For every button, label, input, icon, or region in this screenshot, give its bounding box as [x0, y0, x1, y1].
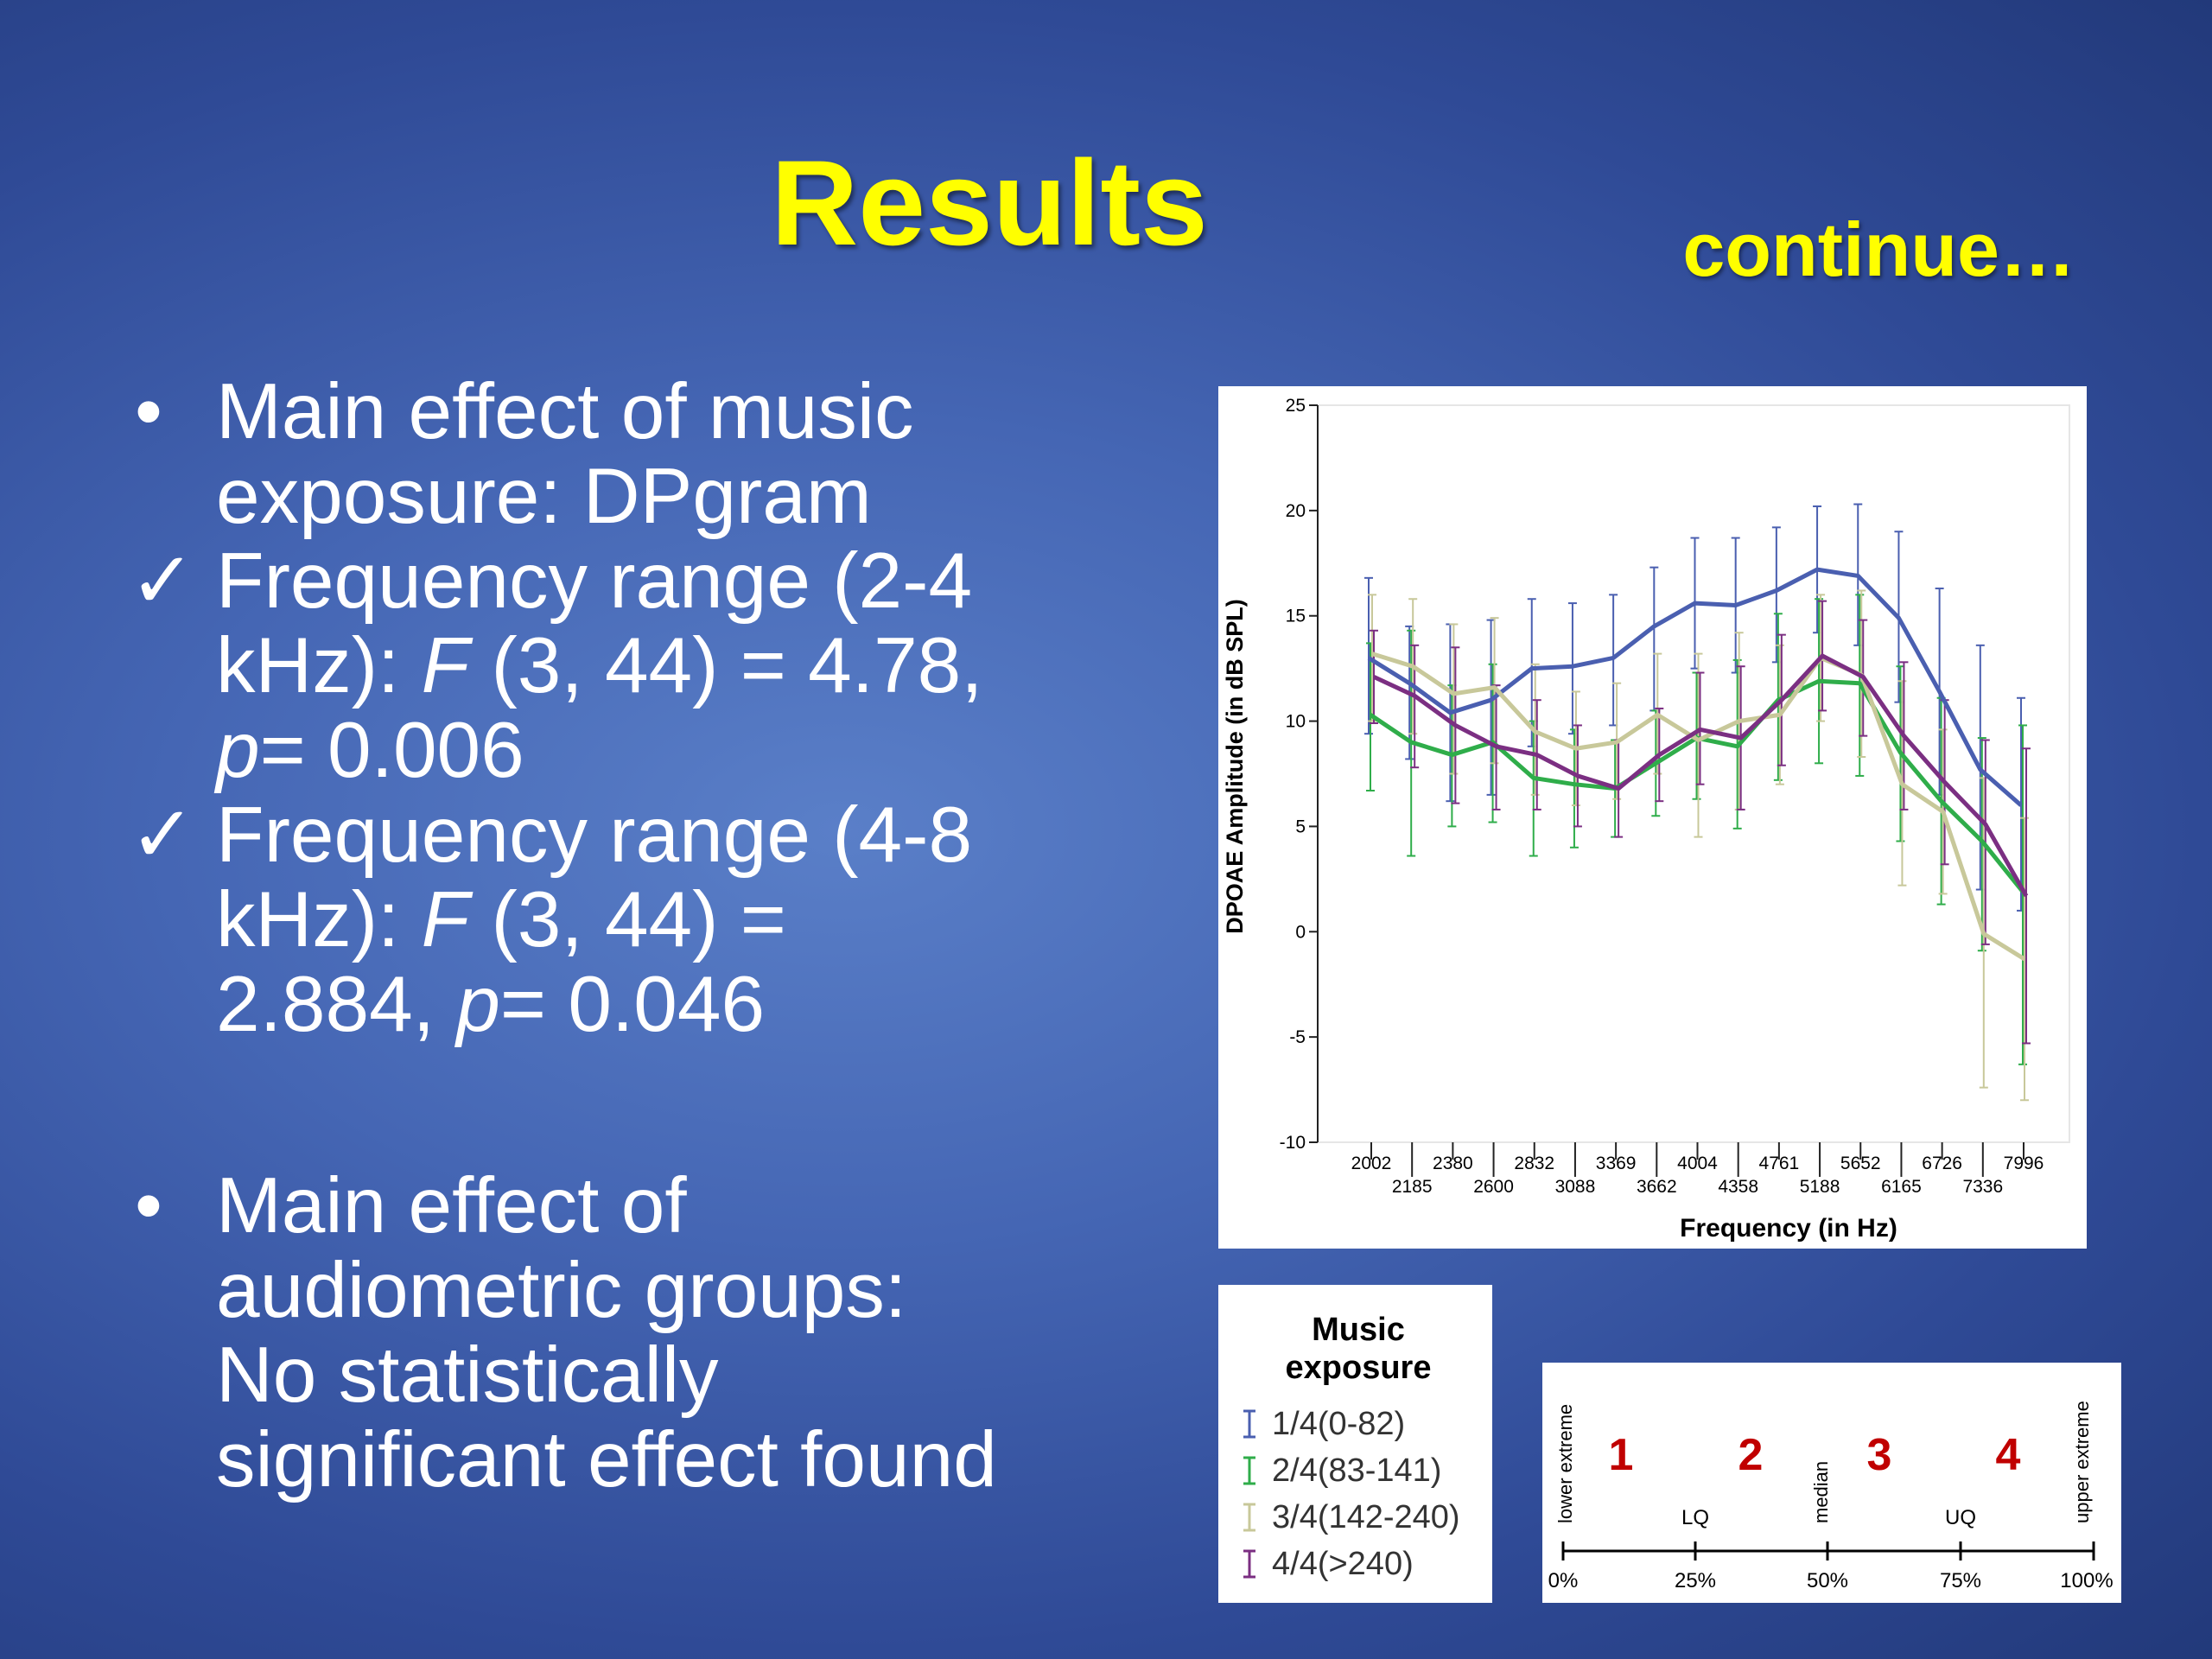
x-tick-label: 5188: [1800, 1177, 1840, 1197]
bullet-marker: •: [135, 368, 162, 455]
bullet-line: p= 0.006: [216, 709, 1192, 793]
chart-legend: Music exposure 1/4(0-82) 2/4(83-141) 3/4(1…: [1243, 1312, 1460, 1582]
slide-subtitle: continue…: [1682, 207, 2075, 292]
bullet-line: Frequency range (4-8: [216, 791, 973, 879]
slide-title: Results: [771, 135, 1208, 270]
y-tick-label: 10: [1286, 712, 1306, 732]
text-run: = 0.046: [499, 961, 766, 1048]
x-tick-label: 2832: [1514, 1154, 1554, 1173]
check-item-range-2-4: ✓ Frequency range (2-4 kHz): F (3, 44) =…: [130, 539, 1192, 793]
bullet-line: Main effect of music: [216, 368, 914, 455]
y-tick-label: 20: [1286, 501, 1306, 521]
quartile-number: 1: [1609, 1430, 1634, 1480]
x-tick-label: 7996: [2004, 1154, 2044, 1173]
y-tick-label: 0: [1295, 922, 1306, 942]
legend-item-label: 4/4(>240): [1272, 1546, 1414, 1582]
x-tick-label: 4761: [1759, 1154, 1800, 1173]
x-tick-label: 4004: [1677, 1154, 1718, 1173]
lower-extreme-label: lower extreme: [1554, 1404, 1576, 1523]
x-axis-label: Frequency (in Hz): [1680, 1214, 1897, 1243]
percent-label: 50%: [1807, 1569, 1848, 1592]
p-symbol: p: [456, 961, 500, 1048]
text-run: (3, 44) =: [469, 876, 786, 963]
chart-panel: -10 -5 0 5 10 15 20 25 2002 2185 2380 2600 2832 3088 3…: [1218, 386, 2087, 1249]
f-symbol: F: [421, 876, 470, 963]
check-mark-icon: ✓: [130, 537, 196, 625]
text-run: kHz):: [216, 876, 422, 963]
x-tick-label: 2380: [1433, 1154, 1473, 1173]
plot-frame: [1317, 404, 2070, 1143]
bullet-line: significant effect found: [216, 1416, 997, 1503]
legend-title-line1: Music: [1312, 1312, 1405, 1348]
y-axis-label: DPOAE Amplitude (in dB SPL): [1222, 599, 1248, 934]
x-tick-label: 3088: [1555, 1177, 1596, 1197]
quartile-number: 3: [1867, 1430, 1892, 1480]
text-run: = 0.006: [259, 707, 524, 794]
bullet-line: kHz): F (3, 44) = 4.78,: [216, 624, 1192, 709]
bullet-line: Main effect of: [216, 1162, 687, 1249]
text-run: kHz):: [216, 622, 422, 709]
x-tick-label: 2600: [1473, 1177, 1514, 1197]
f-symbol: F: [421, 622, 470, 709]
y-tick-label: 15: [1286, 607, 1306, 626]
percent-label: 100%: [2060, 1569, 2113, 1592]
legend-panel: Music exposure 1/4(0-82) 2/4(83-141) 3/4(1…: [1218, 1285, 1492, 1603]
bullet-line: exposure: DPgram: [216, 453, 872, 540]
x-tick-label: 2185: [1392, 1177, 1433, 1197]
x-tick-label: 7336: [1962, 1177, 2003, 1197]
quartile-scale-panel: 1 2 3 4 lower extreme median upper extre…: [1542, 1363, 2121, 1603]
check-item-range-4-8: ✓ Frequency range (4-8 kHz): F (3, 44) =…: [130, 793, 1192, 1047]
bullet-line: kHz): F (3, 44) =: [216, 878, 1192, 963]
upper-extreme-label: upper extreme: [2071, 1401, 2093, 1523]
check-mark-icon: ✓: [130, 791, 196, 879]
bullet-line: 2.884, p= 0.046: [216, 963, 1192, 1047]
lq-label: LQ: [1681, 1506, 1709, 1529]
x-tick-label: 3369: [1596, 1154, 1637, 1173]
median-label: median: [1810, 1461, 1832, 1523]
bullet-line: audiometric groups:: [216, 1247, 907, 1334]
legend-item-label: 3/4(142-240): [1272, 1499, 1460, 1535]
bullet-line: No statistically: [216, 1332, 719, 1419]
percent-label: 25%: [1675, 1569, 1716, 1592]
text-run: 2.884,: [216, 961, 457, 1048]
x-tick-label: 4358: [1718, 1177, 1758, 1197]
legend-title-line2: exposure: [1286, 1350, 1432, 1386]
percent-label: 75%: [1940, 1569, 1981, 1592]
legend-item-label: 1/4(0-82): [1272, 1406, 1405, 1442]
quartile-scale: 1 2 3 4 lower extreme median upper extre…: [1548, 1401, 2113, 1592]
y-tick-label: -5: [1289, 1027, 1306, 1047]
x-tick-label: 3662: [1637, 1177, 1677, 1197]
bullet-item-audiometric: • Main effect of audiometric groups: No …: [130, 1164, 1192, 1503]
bullet-item-music-exposure: • Main effect of music exposure: DPgram: [130, 370, 1192, 539]
quartile-number: 2: [1738, 1430, 1764, 1480]
bullet-marker: •: [135, 1162, 162, 1249]
y-tick-label: 5: [1295, 817, 1306, 836]
legend-item-label: 2/4(83-141): [1272, 1452, 1441, 1489]
series-line: [1372, 653, 2029, 898]
bullet-list: • Main effect of music exposure: DPgram …: [130, 370, 1192, 1503]
percent-label: 0%: [1548, 1569, 1579, 1592]
text-run: (3, 44) = 4.78,: [469, 622, 983, 709]
bullet-line: Frequency range (2-4: [216, 537, 973, 625]
uq-label: UQ: [1945, 1506, 1976, 1529]
x-tick-label: 6726: [1922, 1154, 1962, 1173]
y-tick-label: -10: [1280, 1133, 1306, 1153]
x-tick-label: 2002: [1351, 1154, 1392, 1173]
dpoae-chart: -10-505101520252002218523802600283230883…: [1222, 396, 2070, 1243]
x-tick-label: 5652: [1840, 1154, 1881, 1173]
y-tick-label: 25: [1286, 396, 1306, 416]
series-line: [1367, 567, 2023, 807]
quartile-number: 4: [1996, 1430, 2021, 1480]
x-tick-label: 6165: [1881, 1177, 1922, 1197]
series-line: [1371, 652, 2026, 962]
p-symbol: p: [216, 707, 260, 794]
